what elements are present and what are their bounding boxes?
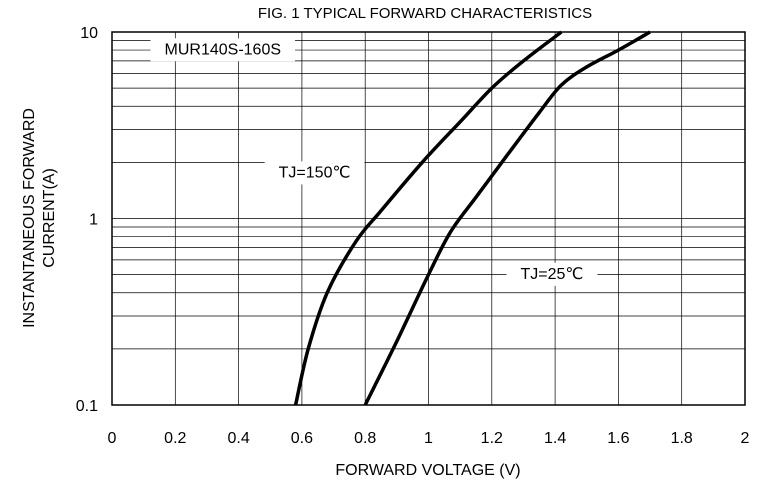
grid: [112, 32, 745, 405]
x-tick-label: 0.4: [227, 430, 249, 447]
x-tick-label: 2: [741, 430, 750, 447]
curve-tj150: [293, 30, 563, 406]
y-tick-label: 1: [89, 212, 98, 229]
y-axis-label: INSTANTANEOUS FORWARD CURRENT(A): [21, 108, 58, 328]
label-tj150: TJ=150℃: [264, 161, 365, 185]
curve-tj25: [363, 30, 651, 406]
x-tick-label: 0.6: [291, 430, 313, 447]
y-tick-labels: 0.1 1 10: [76, 25, 98, 415]
label-tj150-background: [264, 161, 365, 185]
series-curves: [293, 30, 651, 406]
x-tick-label: 1.6: [607, 430, 629, 447]
y-tick-label: 10: [80, 25, 98, 42]
x-tick-label: 1.8: [671, 430, 693, 447]
x-axis-label: FORWARD VOLTAGE (V): [335, 462, 520, 479]
part-number-text: MUR140S-160S: [165, 41, 282, 58]
label-tj150-text: TJ=150℃: [279, 164, 351, 181]
label-tj25-background: [506, 262, 598, 286]
label-tj25: TJ=25℃: [506, 262, 598, 286]
chart-title: FIG. 1 TYPICAL FORWARD CHARACTERISTICS: [258, 5, 592, 22]
x-tick-label: 0.2: [164, 430, 186, 447]
x-tick-label: 0: [108, 430, 117, 447]
part-number-background: [150, 38, 296, 62]
x-tick-label: 1.4: [544, 430, 566, 447]
label-tj25-text: TJ=25℃: [520, 266, 583, 283]
x-tick-label: 1.2: [481, 430, 503, 447]
y-tick-label: 0.1: [76, 398, 98, 415]
annotations: MUR140S-160S TJ=150℃ TJ=25℃: [150, 38, 598, 286]
x-tick-labels: 0 0.2 0.4 0.6 0.8 1 1.2 1.4 1.6 1.8 2: [108, 430, 750, 447]
plot-frame: [111, 31, 746, 406]
part-number: MUR140S-160S: [150, 38, 296, 62]
x-tick-label: 1: [424, 430, 433, 447]
y-axis-label-line-2: CURRENT(A): [41, 168, 58, 268]
y-axis-label-line-1: INSTANTANEOUS FORWARD: [21, 108, 38, 328]
x-tick-label: 0.8: [354, 430, 376, 447]
